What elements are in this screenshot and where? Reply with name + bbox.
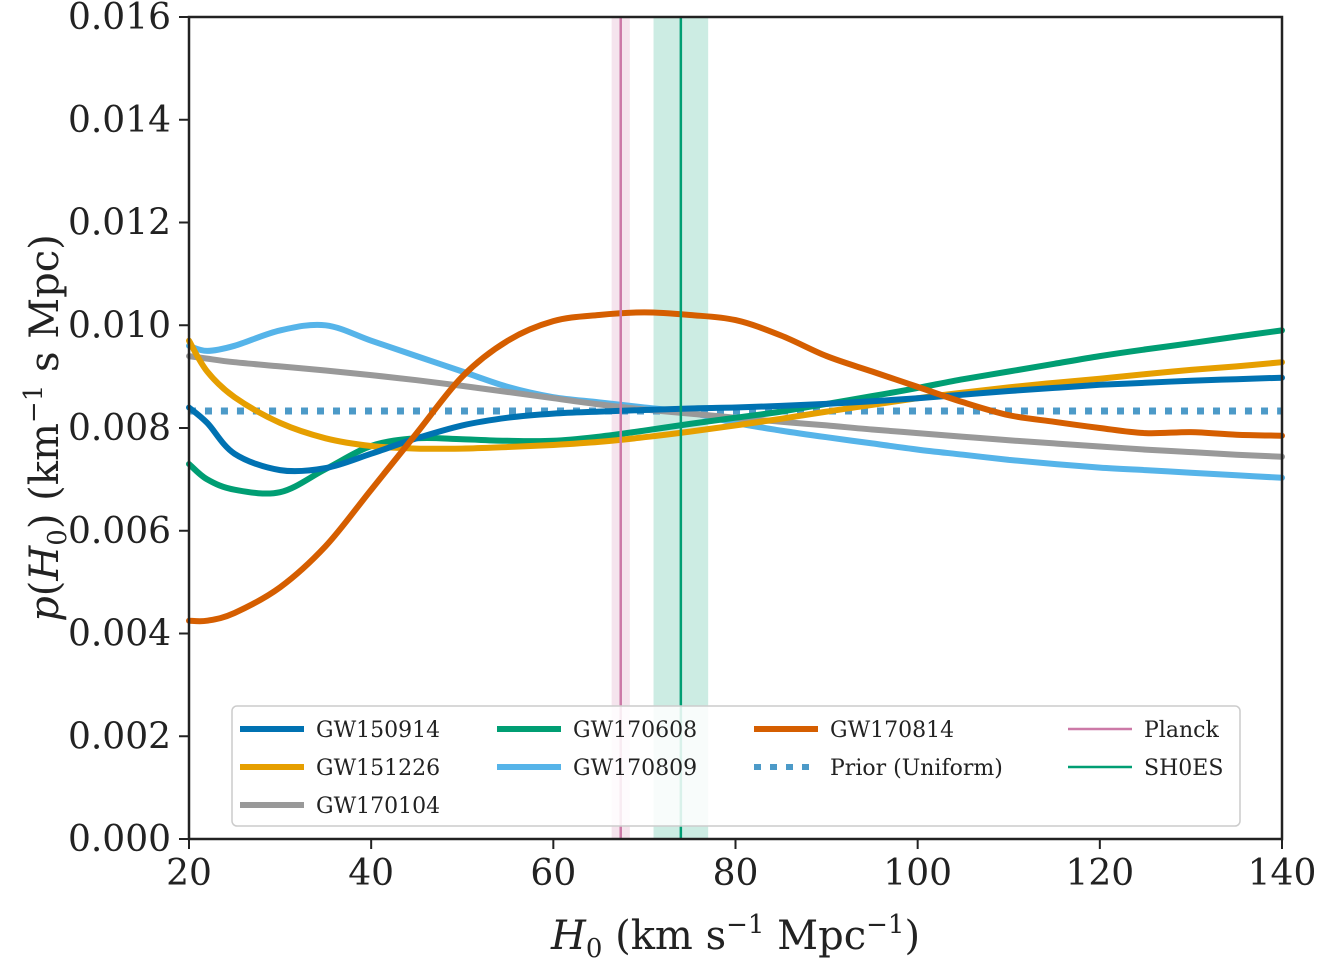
series-layer [186, 309, 1285, 625]
x-tick-label: 100 [883, 853, 952, 894]
legend-label-sh0es: SH0ES [1144, 756, 1223, 781]
x-tick-label: 20 [166, 853, 212, 894]
y-tick-label: 0.000 [68, 819, 171, 860]
series-gw151226 [186, 337, 1285, 452]
reference-lines [619, 17, 683, 839]
legend-label-gw170809: GW170809 [573, 756, 697, 781]
series-gw170814 [186, 309, 1285, 625]
y-tick-label: 0.008 [68, 408, 171, 449]
y-tick-label: 0.004 [68, 614, 171, 655]
x-tick-label: 140 [1248, 853, 1317, 894]
legend-label-gw151226: GW151226 [316, 756, 440, 781]
legend-frame [231, 705, 1241, 827]
x-tick-label: 120 [1065, 853, 1134, 894]
x-axis-label: H0 (km s−1 Mpc−1) [550, 910, 920, 964]
y-tick-label: 0.012 [68, 203, 171, 244]
x-tick-label: 60 [530, 853, 576, 894]
legend-label-gw170608: GW170608 [573, 718, 697, 743]
legend: GW150914 GW170608 GW170814 Planck GW151226 GW… [231, 705, 1241, 827]
legend-label-prior-uniform: Prior (Uniform) [830, 756, 1003, 781]
y-tick-label: 0.002 [68, 716, 171, 757]
legend-label-planck: Planck [1144, 718, 1219, 743]
series-gw170104 [186, 353, 1285, 460]
x-tick-label: 80 [713, 853, 759, 894]
y-axis-label: p(H0) (km−1 s Mpc) [19, 234, 73, 622]
x-tick-label: 40 [348, 853, 394, 894]
y-tick-label: 0.016 [68, 0, 171, 38]
y-tick-label: 0.014 [68, 100, 171, 141]
y-tick-label: 0.006 [68, 511, 171, 552]
series-gw150914 [186, 374, 1285, 475]
legend-label-gw150914: GW150914 [316, 718, 440, 743]
y-tick-label: 0.010 [68, 305, 171, 346]
axis-ticks: 20 40 60 80 100 120 140 0.000 0.002 0.004 0.006 0.0… [68, 0, 1316, 894]
legend-label-gw170104: GW170104 [316, 794, 440, 819]
legend-label-gw170814: GW170814 [830, 718, 954, 743]
